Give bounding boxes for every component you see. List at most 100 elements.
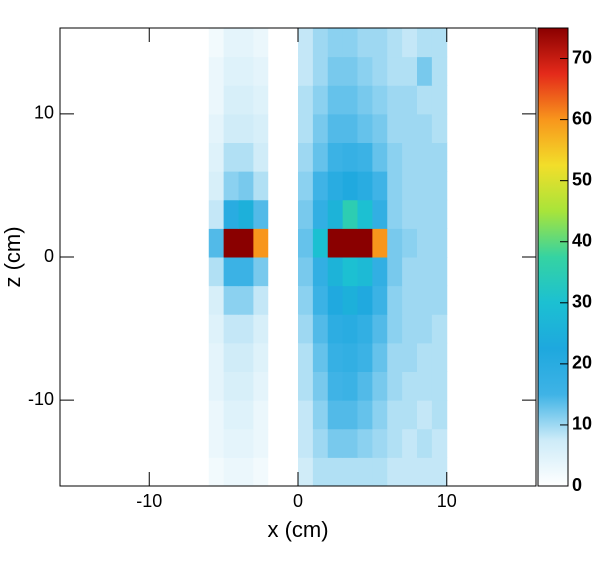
- heat-cell: [431, 371, 448, 401]
- heat-cell: [298, 457, 314, 487]
- heat-cell: [253, 142, 269, 172]
- heat-cell: [298, 85, 314, 115]
- heat-cell: [298, 428, 314, 458]
- heat-cell: [342, 457, 358, 487]
- heat-cell: [223, 342, 239, 372]
- heat-cell: [283, 342, 299, 372]
- heat-cell: [283, 400, 299, 430]
- heat-cell: [238, 371, 254, 401]
- heat-cell: [431, 113, 448, 143]
- heat-cell: [342, 28, 358, 58]
- heat-cell: [417, 85, 433, 115]
- heat-cell: [387, 400, 403, 430]
- heat-cell: [402, 142, 418, 172]
- heat-cell: [387, 85, 403, 115]
- heat-cell: [402, 400, 418, 430]
- heat-cell: [431, 428, 448, 458]
- heat-cell: [431, 342, 448, 372]
- heat-cell: [253, 171, 269, 201]
- heat-cell: [327, 85, 344, 115]
- heat-cell: [312, 85, 329, 115]
- heat-cell: [208, 400, 225, 430]
- heat-cell: [327, 285, 344, 315]
- heat-cell: [417, 257, 433, 287]
- heat-cell: [357, 285, 373, 315]
- heat-cell: [402, 342, 418, 372]
- heat-cell: [402, 113, 418, 143]
- heat-cell: [327, 428, 344, 458]
- heat-cell: [372, 314, 388, 344]
- heat-cell: [402, 257, 418, 287]
- heat-cell: [387, 171, 403, 201]
- heat-cell: [342, 285, 358, 315]
- heat-cell: [387, 285, 403, 315]
- heat-cell: [298, 56, 314, 86]
- heat-cell: [223, 400, 239, 430]
- heat-cell: [357, 342, 373, 372]
- heat-cell: [312, 400, 329, 430]
- heat-cell: [417, 457, 433, 487]
- heat-cell: [208, 85, 225, 115]
- heat-cell: [372, 142, 388, 172]
- heat-cell: [238, 428, 254, 458]
- heat-cell: [372, 257, 388, 287]
- heat-cell: [268, 85, 284, 115]
- heat-cell: [327, 113, 344, 143]
- heat-cell: [402, 171, 418, 201]
- heat-cell: [298, 142, 314, 172]
- colorbar-tick-label: 0: [572, 475, 582, 495]
- heat-cell: [372, 199, 388, 229]
- heat-cell: [327, 56, 344, 86]
- heat-cell: [253, 228, 269, 258]
- heat-cell: [238, 142, 254, 172]
- colorbar-tick-label: 40: [572, 230, 592, 250]
- heat-cell: [268, 457, 284, 487]
- heat-cell: [387, 228, 403, 258]
- heat-cell: [312, 28, 329, 58]
- heat-cell: [298, 314, 314, 344]
- heat-cell: [312, 56, 329, 86]
- heat-cell: [312, 257, 329, 287]
- heat-cell: [208, 342, 225, 372]
- heat-cell: [417, 400, 433, 430]
- heat-cell: [342, 257, 358, 287]
- x-tick-label: 0: [293, 491, 303, 511]
- heat-cell: [208, 457, 225, 487]
- heat-cell: [193, 457, 210, 487]
- heat-cell: [417, 228, 433, 258]
- heat-cell: [402, 457, 418, 487]
- heat-cell: [402, 371, 418, 401]
- y-axis-label: z (cm): [0, 226, 25, 287]
- heat-cell: [223, 428, 239, 458]
- heat-cell: [402, 56, 418, 86]
- heat-cell: [357, 113, 373, 143]
- heat-cell: [283, 28, 299, 58]
- heat-cell: [357, 428, 373, 458]
- heat-cell: [208, 371, 225, 401]
- heat-cell: [253, 257, 269, 287]
- heat-cell: [327, 371, 344, 401]
- heat-cell: [238, 342, 254, 372]
- heat-cell: [268, 285, 284, 315]
- heat-cell: [193, 285, 210, 315]
- heat-cell: [357, 85, 373, 115]
- x-axis-label: x (cm): [267, 517, 328, 542]
- heat-cell: [268, 428, 284, 458]
- heat-cell: [402, 199, 418, 229]
- heat-cell: [223, 228, 239, 258]
- heatmap-cells: [193, 28, 448, 487]
- heat-cell: [387, 428, 403, 458]
- heat-cell: [327, 342, 344, 372]
- heat-cell: [342, 113, 358, 143]
- heat-cell: [238, 457, 254, 487]
- heat-cell: [342, 342, 358, 372]
- heat-cell: [431, 257, 448, 287]
- heat-cell: [417, 428, 433, 458]
- heat-cell: [253, 113, 269, 143]
- heat-cell: [223, 314, 239, 344]
- colorbar: [537, 27, 569, 487]
- y-tick-label: 0: [44, 246, 54, 266]
- heat-cell: [238, 400, 254, 430]
- heat-cell: [372, 113, 388, 143]
